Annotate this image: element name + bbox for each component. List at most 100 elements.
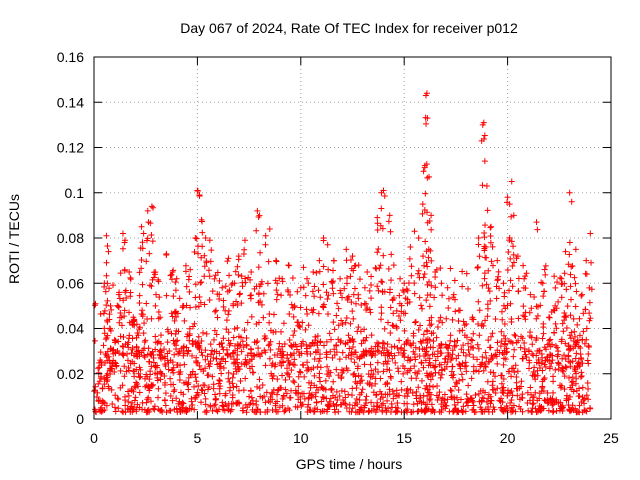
- data-point: [398, 344, 405, 351]
- data-point: [513, 379, 520, 386]
- data-point: [342, 319, 349, 326]
- data-point: [482, 222, 489, 229]
- data-point: [553, 408, 560, 415]
- data-point: [133, 350, 140, 357]
- data-point: [115, 396, 122, 403]
- data-point: [214, 291, 221, 298]
- data-point: [103, 232, 110, 239]
- data-point: [413, 395, 420, 402]
- data-point: [356, 396, 363, 403]
- data-point: [229, 380, 236, 387]
- data-point: [273, 408, 280, 415]
- data-point: [279, 352, 286, 359]
- data-point: [379, 225, 386, 232]
- data-point: [386, 289, 393, 296]
- data-point: [316, 257, 323, 264]
- data-point: [300, 284, 307, 291]
- data-point: [253, 283, 260, 290]
- data-point: [374, 214, 381, 221]
- data-point: [253, 351, 260, 358]
- data-point: [187, 266, 194, 273]
- grid-lines: [94, 57, 611, 419]
- data-point: [236, 342, 243, 349]
- data-point: [435, 394, 442, 401]
- data-point: [210, 381, 217, 388]
- data-point: [534, 397, 541, 404]
- data-point: [575, 359, 582, 366]
- data-point: [166, 407, 173, 414]
- data-point: [116, 319, 123, 326]
- data-point: [550, 389, 557, 396]
- data-point: [100, 342, 107, 349]
- data-point: [222, 283, 229, 290]
- data-point: [333, 402, 340, 409]
- data-point: [247, 345, 254, 352]
- data-point: [549, 352, 556, 359]
- data-point: [176, 405, 183, 412]
- data-point: [301, 395, 308, 402]
- data-point: [427, 344, 434, 351]
- data-point: [244, 352, 251, 359]
- data-point: [107, 327, 114, 334]
- data-point: [395, 313, 402, 320]
- data-point: [335, 322, 342, 329]
- data-point: [257, 249, 264, 256]
- data-point: [243, 334, 250, 341]
- data-point: [489, 243, 496, 250]
- data-point: [575, 343, 582, 350]
- data-point: [494, 277, 501, 284]
- data-point: [438, 350, 445, 357]
- data-point: [494, 385, 501, 392]
- data-point: [128, 403, 135, 410]
- data-point: [220, 297, 227, 304]
- data-point: [452, 308, 459, 315]
- data-point: [428, 212, 435, 219]
- data-point: [345, 391, 352, 398]
- data-point: [216, 277, 223, 284]
- data-point: [97, 357, 104, 364]
- data-point: [576, 315, 583, 322]
- data-point: [333, 388, 340, 395]
- data-point: [310, 408, 317, 415]
- data-point: [428, 257, 435, 264]
- data-point: [320, 281, 327, 288]
- data-point: [315, 310, 322, 317]
- data-point: [310, 268, 317, 275]
- data-point: [557, 403, 564, 410]
- data-point: [227, 353, 234, 360]
- data-point: [428, 321, 435, 328]
- data-point: [565, 401, 572, 408]
- data-point: [535, 347, 542, 354]
- data-point: [217, 363, 224, 370]
- data-point: [517, 406, 524, 413]
- data-point: [469, 314, 476, 321]
- data-point: [542, 262, 549, 269]
- data-point: [402, 407, 409, 414]
- data-point: [103, 259, 110, 266]
- data-point: [510, 251, 517, 258]
- data-point: [239, 338, 246, 345]
- data-point: [578, 369, 585, 376]
- data-point: [368, 345, 375, 352]
- data-point: [220, 303, 227, 310]
- data-point: [445, 345, 452, 352]
- data-point: [108, 386, 115, 393]
- data-point: [441, 399, 448, 406]
- data-point: [482, 254, 489, 261]
- data-point: [290, 332, 297, 339]
- data-point: [427, 247, 434, 254]
- data-point: [478, 397, 485, 404]
- data-point: [402, 295, 409, 302]
- data-point: [437, 314, 444, 321]
- data-point: [425, 362, 432, 369]
- data-point: [180, 391, 187, 398]
- data-point: [253, 398, 260, 405]
- data-point: [300, 264, 307, 271]
- data-point: [463, 270, 470, 277]
- data-point: [530, 368, 537, 375]
- data-point: [269, 360, 276, 367]
- data-point: [469, 337, 476, 344]
- data-point: [120, 333, 127, 340]
- data-point: [508, 319, 515, 326]
- data-point: [352, 300, 359, 307]
